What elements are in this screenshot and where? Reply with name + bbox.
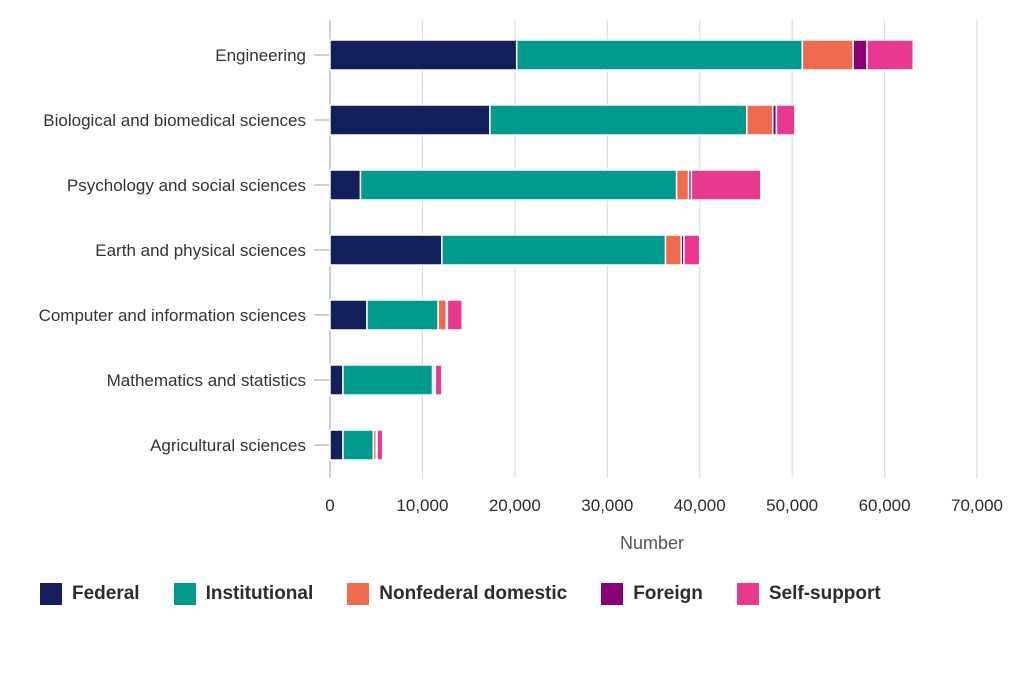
legend-swatch bbox=[601, 583, 624, 605]
legend-label: Self-support bbox=[768, 583, 881, 604]
bar-segment-self-support[interactable] bbox=[866, 39, 914, 71]
legend-item[interactable]: Foreign bbox=[601, 583, 703, 605]
bar-segment-nonfederal-domestic[interactable] bbox=[664, 234, 682, 266]
bar-segment-institutional[interactable] bbox=[342, 429, 375, 461]
legend-swatch bbox=[40, 583, 62, 605]
category-label: Biological and biomedical sciences bbox=[43, 111, 306, 130]
bar-segment-nonfederal-domestic[interactable] bbox=[801, 39, 854, 71]
x-tick-label: 10,000 bbox=[396, 496, 448, 515]
category-label: Psychology and social sciences bbox=[67, 176, 306, 195]
stacked-bar-chart: Engineering Biological and biomedical sci… bbox=[39, 20, 1003, 553]
bar-segment-self-support[interactable] bbox=[683, 234, 701, 266]
bar-segment-federal[interactable] bbox=[329, 104, 491, 136]
bar-segment-self-support[interactable] bbox=[690, 169, 762, 201]
x-tick-label: 50,000 bbox=[766, 496, 818, 515]
legend-item[interactable]: Institutional bbox=[173, 583, 314, 605]
bar-segment-institutional[interactable] bbox=[366, 299, 439, 331]
bar-segment-self-support[interactable] bbox=[376, 429, 384, 461]
legend-item[interactable]: Self-support bbox=[736, 583, 881, 605]
bar-segment-self-support[interactable] bbox=[775, 104, 796, 136]
x-tick-label: 30,000 bbox=[581, 496, 633, 515]
category-label: Engineering bbox=[215, 46, 306, 65]
category-label: Computer and information sciences bbox=[39, 306, 306, 325]
x-axis-label: Number bbox=[620, 533, 684, 553]
bar-segment-federal[interactable] bbox=[329, 169, 362, 201]
bar-segment-institutional[interactable] bbox=[489, 104, 748, 136]
legend-label: Nonfederal domestic bbox=[379, 583, 568, 604]
category-label: Agricultural sciences bbox=[150, 436, 306, 455]
bar-segment-federal[interactable] bbox=[329, 299, 368, 331]
bar-segment-federal[interactable] bbox=[329, 429, 344, 461]
bar-segment-institutional[interactable] bbox=[515, 39, 804, 71]
bar-segment-foreign[interactable] bbox=[852, 39, 868, 71]
legend-label: Foreign bbox=[633, 583, 703, 604]
bar-segment-institutional[interactable] bbox=[441, 234, 667, 266]
legend-label: Institutional bbox=[205, 583, 314, 604]
legend-label: Federal bbox=[72, 583, 140, 604]
x-tick-label: 20,000 bbox=[489, 496, 541, 515]
x-tick-label: 0 bbox=[325, 496, 334, 515]
category-label: Earth and physical sciences bbox=[95, 241, 306, 260]
bar-segment-self-support[interactable] bbox=[434, 364, 443, 396]
x-tick-label: 70,000 bbox=[951, 496, 1003, 515]
bar-segment-institutional[interactable] bbox=[359, 169, 678, 201]
bars bbox=[329, 39, 914, 461]
legend-swatch bbox=[736, 583, 759, 605]
bar-segment-institutional[interactable] bbox=[342, 364, 434, 396]
category-label: Mathematics and statistics bbox=[107, 371, 306, 390]
bar-segment-nonfederal-domestic[interactable] bbox=[675, 169, 690, 201]
bar-segment-self-support[interactable] bbox=[446, 299, 463, 331]
y-axis: Engineering Biological and biomedical sci… bbox=[39, 20, 331, 478]
x-tick-label: 60,000 bbox=[859, 496, 911, 515]
x-tick-label: 40,000 bbox=[674, 496, 726, 515]
legend: Federal Institutional Nonfederal domestic F… bbox=[40, 583, 881, 605]
bar-segment-federal[interactable] bbox=[329, 234, 443, 266]
x-axis: 0 10,000 20,000 30,000 40,000 50,000 60,000 70,… bbox=[325, 496, 1003, 515]
legend-swatch bbox=[173, 583, 196, 605]
bar-segment-nonfederal-domestic[interactable] bbox=[437, 299, 448, 331]
bar-segment-nonfederal-domestic[interactable] bbox=[746, 104, 774, 136]
bar-segment-federal[interactable] bbox=[329, 364, 344, 396]
legend-item[interactable]: Federal bbox=[40, 583, 140, 605]
legend-item[interactable]: Nonfederal domestic bbox=[347, 583, 567, 605]
bar-segment-federal[interactable] bbox=[329, 39, 518, 71]
legend-swatch bbox=[347, 583, 370, 605]
